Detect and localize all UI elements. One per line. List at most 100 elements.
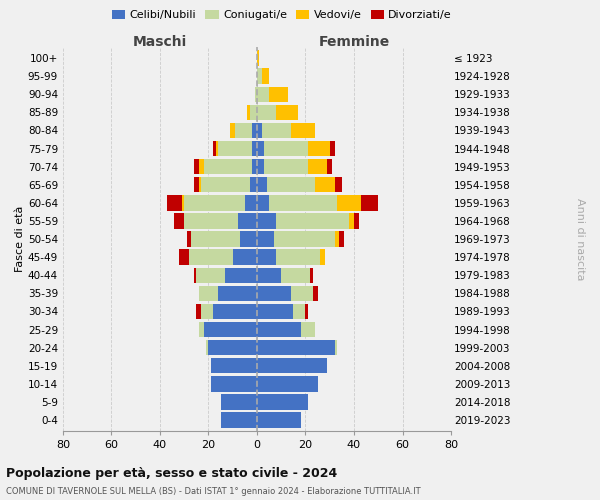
Bar	[196, 304, 201, 319]
Bar	[274, 232, 335, 247]
Bar	[277, 104, 298, 120]
Bar	[184, 214, 238, 228]
Bar	[257, 68, 262, 84]
Bar	[262, 123, 291, 138]
Bar	[250, 177, 257, 192]
Bar	[211, 376, 257, 392]
Y-axis label: Anni di nascita: Anni di nascita	[575, 198, 585, 280]
Bar	[257, 394, 308, 409]
Bar	[349, 214, 354, 228]
Text: Maschi: Maschi	[133, 35, 187, 49]
Bar	[354, 214, 359, 228]
Bar	[191, 232, 240, 247]
Bar	[221, 394, 257, 409]
Bar	[257, 214, 277, 228]
Bar	[257, 50, 259, 66]
Bar	[310, 268, 313, 283]
Bar	[257, 195, 269, 210]
Bar	[257, 286, 291, 301]
Bar	[199, 177, 201, 192]
Bar	[337, 195, 361, 210]
Bar	[184, 195, 245, 210]
Bar	[235, 123, 252, 138]
Bar	[218, 141, 252, 156]
Bar	[269, 86, 289, 102]
Bar	[199, 286, 218, 301]
Bar	[203, 322, 257, 338]
Bar	[330, 141, 335, 156]
Bar	[196, 268, 226, 283]
Bar	[308, 159, 328, 174]
Legend: Celibi/Nubili, Coniugati/e, Vedovi/e, Divorziati/e: Celibi/Nubili, Coniugati/e, Vedovi/e, Di…	[107, 6, 457, 25]
Bar	[264, 141, 308, 156]
Bar	[252, 159, 257, 174]
Text: Popolazione per età, sesso e stato civile - 2024: Popolazione per età, sesso e stato civil…	[6, 468, 337, 480]
Text: Femmine: Femmine	[319, 35, 389, 49]
Bar	[257, 123, 262, 138]
Bar	[216, 141, 218, 156]
Bar	[277, 250, 320, 265]
Bar	[257, 268, 281, 283]
Bar	[257, 159, 264, 174]
Bar	[194, 177, 199, 192]
Bar	[264, 159, 308, 174]
Bar	[254, 86, 257, 102]
Bar	[206, 340, 208, 355]
Bar	[199, 159, 203, 174]
Bar	[226, 268, 257, 283]
Y-axis label: Fasce di età: Fasce di età	[15, 206, 25, 272]
Bar	[199, 322, 203, 338]
Bar	[233, 250, 257, 265]
Bar	[291, 123, 315, 138]
Bar	[252, 123, 257, 138]
Bar	[208, 340, 257, 355]
Bar	[257, 232, 274, 247]
Bar	[194, 159, 199, 174]
Bar	[175, 214, 184, 228]
Bar	[201, 304, 213, 319]
Bar	[257, 376, 317, 392]
Bar	[189, 250, 233, 265]
Bar	[257, 358, 328, 374]
Bar	[361, 195, 378, 210]
Bar	[313, 286, 317, 301]
Text: COMUNE DI TAVERNOLE SUL MELLA (BS) - Dati ISTAT 1° gennaio 2024 - Elaborazione T: COMUNE DI TAVERNOLE SUL MELLA (BS) - Dat…	[6, 487, 421, 496]
Bar	[305, 304, 308, 319]
Bar	[293, 304, 305, 319]
Bar	[257, 322, 301, 338]
Bar	[320, 250, 325, 265]
Bar	[291, 286, 313, 301]
Bar	[182, 195, 184, 210]
Bar	[269, 195, 337, 210]
Bar	[194, 268, 196, 283]
Bar	[315, 177, 335, 192]
Bar	[201, 177, 250, 192]
Bar	[257, 86, 269, 102]
Bar	[187, 232, 191, 247]
Bar	[238, 214, 257, 228]
Bar	[340, 232, 344, 247]
Bar	[252, 141, 257, 156]
Bar	[230, 123, 235, 138]
Bar	[179, 250, 189, 265]
Bar	[247, 104, 250, 120]
Bar	[203, 159, 252, 174]
Bar	[328, 159, 332, 174]
Bar	[257, 412, 301, 428]
Bar	[213, 141, 216, 156]
Bar	[257, 250, 277, 265]
Bar	[167, 195, 182, 210]
Bar	[266, 177, 315, 192]
Bar	[257, 304, 293, 319]
Bar	[245, 195, 257, 210]
Bar	[281, 268, 310, 283]
Bar	[250, 104, 257, 120]
Bar	[335, 232, 340, 247]
Bar	[335, 177, 342, 192]
Bar	[277, 214, 349, 228]
Bar	[257, 340, 335, 355]
Bar	[257, 177, 266, 192]
Bar	[335, 340, 337, 355]
Bar	[213, 304, 257, 319]
Bar	[221, 412, 257, 428]
